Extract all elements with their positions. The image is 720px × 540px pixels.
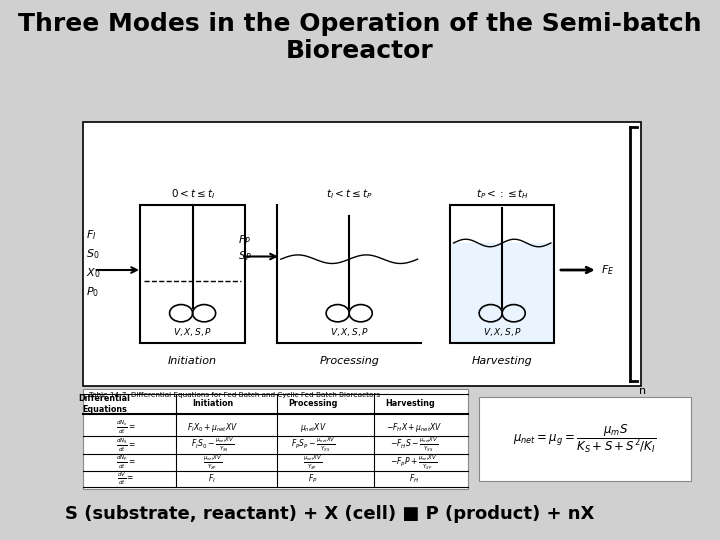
- Text: Processing: Processing: [289, 400, 338, 408]
- Text: Table 14-7  Differential Equations for Fed Batch and Cyclic Fed Batch Bioreactor: Table 14-7 Differential Equations for Fe…: [89, 392, 379, 397]
- Text: $S_0$: $S_0$: [86, 247, 100, 261]
- Text: $V, X, S, P$: $V, X, S, P$: [330, 326, 369, 338]
- Text: $V, X, S, P$: $V, X, S, P$: [482, 326, 522, 338]
- Text: $P_0$: $P_0$: [86, 285, 99, 299]
- Text: $-F_H S-\frac{\mu_{net}XV}{Y_{XS}}$: $-F_H S-\frac{\mu_{net}XV}{Y_{XS}}$: [390, 436, 438, 454]
- Text: $F_I S_0-\frac{\mu_{net}XV}{Y_{XS}}$: $F_I S_0-\frac{\mu_{net}XV}{Y_{XS}}$: [191, 436, 234, 454]
- Text: $\mu_{net}XV$: $\mu_{net}XV$: [300, 421, 327, 434]
- Text: Three Modes in the Operation of the Semi-batch: Three Modes in the Operation of the Semi…: [18, 12, 702, 36]
- Text: $F_P$: $F_P$: [238, 233, 251, 247]
- Text: S (substrate, reactant) + X (cell) ■ P (product) + nX: S (substrate, reactant) + X (cell) ■ P (…: [65, 505, 594, 523]
- Text: Bioreactor: Bioreactor: [286, 39, 434, 63]
- Text: $F_I$: $F_I$: [209, 472, 216, 485]
- Text: $\mu_{net}=\mu_g=\dfrac{\mu_m S}{K_S+S+S^2/K_I}$: $\mu_{net}=\mu_g=\dfrac{\mu_m S}{K_S+S+S…: [513, 422, 657, 455]
- Text: $V, X, S, P$: $V, X, S, P$: [173, 326, 212, 338]
- Text: $F_P S_P-\frac{\mu_{net}XV}{Y_{XS}}$: $F_P S_P-\frac{\mu_{net}XV}{Y_{XS}}$: [291, 436, 336, 454]
- Text: $F_H$: $F_H$: [409, 472, 419, 485]
- Text: $-F_P P+\frac{\mu_{net}XV}{Y_{XP}}$: $-F_P P+\frac{\mu_{net}XV}{Y_{XP}}$: [390, 454, 438, 472]
- Text: Differential
Equations: Differential Equations: [78, 394, 130, 414]
- Text: $F_P$: $F_P$: [308, 472, 318, 485]
- Text: $t_P < : \leq t_H$: $t_P < : \leq t_H$: [476, 187, 528, 201]
- Text: Harvesting: Harvesting: [472, 356, 533, 367]
- Text: Harvesting: Harvesting: [385, 400, 436, 408]
- Text: Initiation: Initiation: [168, 356, 217, 367]
- Text: $F_I X_0+\mu_{net}XV$: $F_I X_0+\mu_{net}XV$: [186, 421, 238, 434]
- Text: $\frac{\mu_{net}XV}{Y_{XP}}$: $\frac{\mu_{net}XV}{Y_{XP}}$: [203, 454, 222, 472]
- Text: n: n: [639, 386, 646, 396]
- Bar: [83, 389, 468, 489]
- Text: $S_P$: $S_P$: [238, 249, 251, 264]
- Text: $\frac{dN_S}{dt}=$: $\frac{dN_S}{dt}=$: [116, 436, 136, 454]
- Text: $\frac{dV}{dt}=$: $\frac{dV}{dt}=$: [117, 470, 135, 487]
- Text: $X_0$: $X_0$: [86, 266, 101, 280]
- Text: $\frac{dN_P}{dt}=$: $\frac{dN_P}{dt}=$: [116, 454, 136, 471]
- Bar: [479, 397, 691, 481]
- Text: $-F_H X+\mu_{net}XV$: $-F_H X+\mu_{net}XV$: [386, 421, 442, 434]
- Text: $0 < t \leq t_I$: $0 < t \leq t_I$: [171, 187, 215, 201]
- Bar: [140, 205, 245, 343]
- Text: $t_I < t \leq t_P$: $t_I < t \leq t_P$: [326, 187, 372, 201]
- Text: $F_E$: $F_E$: [601, 263, 614, 277]
- Text: $\frac{dN_x}{dt}=$: $\frac{dN_x}{dt}=$: [116, 418, 136, 436]
- Text: $F_I$: $F_I$: [86, 228, 97, 242]
- Bar: [450, 205, 554, 343]
- Bar: [83, 122, 641, 386]
- Text: Processing: Processing: [319, 356, 379, 367]
- Text: $\frac{\mu_{net}XV}{Y_{XP}}$: $\frac{\mu_{net}XV}{Y_{XP}}$: [304, 454, 323, 472]
- Text: Initiation: Initiation: [192, 400, 233, 408]
